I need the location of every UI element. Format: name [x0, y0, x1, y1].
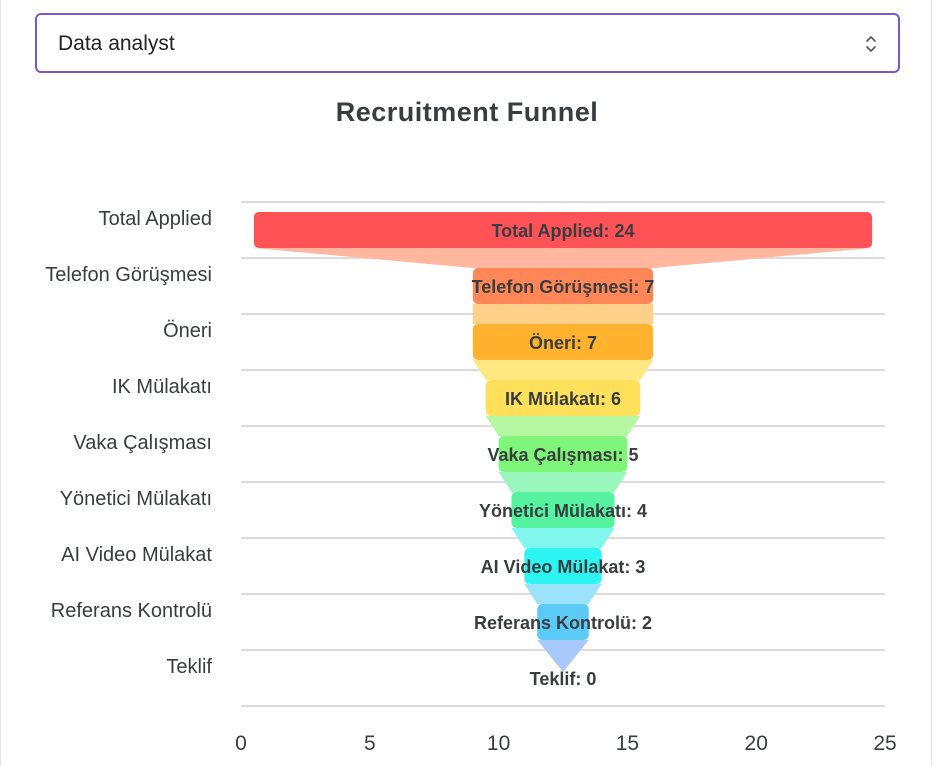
funnel-connector: [524, 584, 602, 604]
funnel-connector: [472, 360, 654, 380]
x-tick-label: 10: [487, 732, 510, 755]
bar-data-label: IK Mülakatı: 6: [505, 389, 621, 409]
bar-data-label: AI Video Mülakat: 3: [481, 557, 646, 577]
bar-data-label: Teklif: 0: [530, 669, 597, 689]
bar-data-label: Yönetici Mülakatı: 4: [479, 501, 647, 521]
category-label: Vaka Çalışması: [73, 432, 212, 454]
funnel-bar: [472, 268, 654, 304]
funnel-bar: [485, 380, 641, 416]
role-select[interactable]: Data analyst: [35, 13, 900, 73]
bar-data-label: Öneri: 7: [529, 333, 597, 353]
bar-data-label: Total Applied: 24: [491, 221, 634, 241]
funnel-connector: [472, 304, 654, 324]
x-tick-label: 5: [364, 732, 376, 755]
category-label: Öneri: [163, 320, 212, 342]
category-label: Yönetici Mülakatı: [60, 488, 212, 510]
funnel-bar: [498, 436, 628, 472]
funnel-connector: [253, 248, 873, 268]
funnel-connector: [498, 472, 628, 492]
category-label: Telefon Görüşmesi: [45, 264, 212, 286]
funnel-connector: [485, 416, 641, 436]
category-label: AI Video Mülakat: [61, 544, 212, 566]
funnel-bar: [472, 324, 654, 360]
category-label: IK Mülakatı: [112, 376, 212, 398]
chevron-updown-icon: [866, 36, 876, 52]
bar-data-label: Vaka Çalışması: 5: [487, 445, 638, 465]
category-label: Referans Kontrolü: [51, 600, 212, 622]
category-label: Teklif: [166, 656, 212, 678]
bar-data-label: Telefon Görüşmesi: 7: [472, 277, 655, 297]
x-tick-label: 25: [873, 732, 896, 755]
x-tick-label: 20: [745, 732, 768, 755]
x-tick-label: 0: [235, 732, 247, 755]
chart-title: Recruitment Funnel: [335, 97, 599, 127]
funnel-bar: [253, 212, 873, 248]
x-tick-label: 15: [616, 732, 639, 755]
funnel-connector: [537, 640, 589, 672]
funnel-connector: [511, 528, 615, 548]
category-label: Total Applied: [99, 208, 212, 230]
bar-data-label: Referans Kontrolü: 2: [474, 613, 652, 633]
role-select-value: Data analyst: [58, 32, 175, 55]
funnel-bar: [511, 492, 615, 528]
funnel-bar: [524, 548, 602, 584]
funnel-bar: [537, 604, 589, 640]
